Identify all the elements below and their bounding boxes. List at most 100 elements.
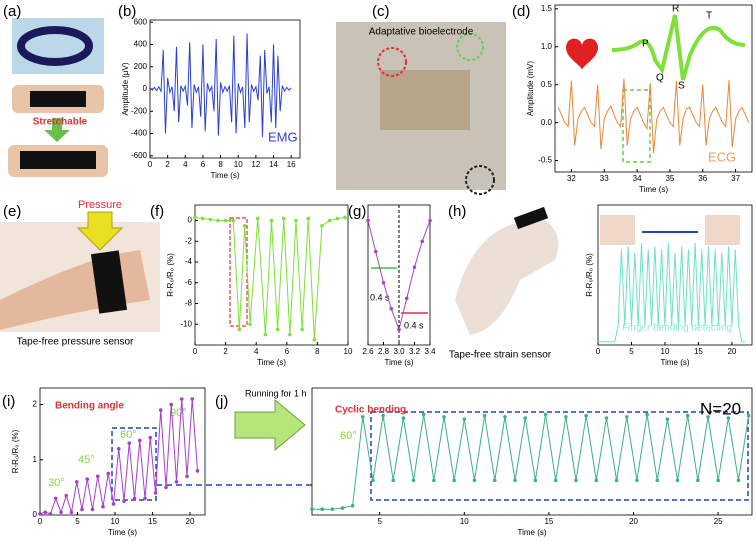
data-point xyxy=(179,397,184,401)
annotation: 60° xyxy=(340,430,357,442)
data-point xyxy=(242,223,247,228)
data-point xyxy=(200,216,205,221)
data-point xyxy=(366,218,370,223)
data-point xyxy=(564,415,568,419)
data-point xyxy=(38,512,42,516)
data-point xyxy=(137,438,142,443)
x-tick-label: 10 xyxy=(344,347,353,356)
x-tick-label: 34 xyxy=(633,174,642,183)
y-tick-label: -600 xyxy=(131,151,148,160)
plot-frame xyxy=(194,204,349,346)
data-point xyxy=(594,478,599,483)
data-point xyxy=(371,478,375,483)
data-point xyxy=(132,496,137,501)
data-point xyxy=(553,478,558,483)
panel-label: (g) xyxy=(348,203,366,220)
data-point xyxy=(327,218,332,223)
x-tick-label: 5 xyxy=(629,347,634,356)
data-point xyxy=(288,332,292,337)
highlight-box xyxy=(229,217,248,327)
x-axis-label: Time (s) xyxy=(639,185,668,194)
data-point xyxy=(645,412,649,417)
highlight-box xyxy=(370,411,749,501)
data-point xyxy=(216,218,220,223)
data-point xyxy=(533,478,538,483)
y-tick-label: 0 xyxy=(188,216,193,225)
data-point xyxy=(736,478,741,483)
electrode-marker xyxy=(456,33,484,61)
data-point xyxy=(237,327,242,332)
x-axis-label: Time (s) xyxy=(660,358,689,367)
x-tick-label: 2.8 xyxy=(378,347,390,356)
panel-label: (j) xyxy=(215,393,228,410)
y-axis-label: R-R₀/R₀ (%) xyxy=(11,429,20,473)
data-point xyxy=(726,416,731,420)
data-point xyxy=(193,215,197,220)
x-axis-label: Time (s) xyxy=(517,528,546,537)
data-line xyxy=(312,414,750,510)
photo-label: Stretchable xyxy=(33,117,88,128)
x-tick-label: 6 xyxy=(285,347,290,356)
data-point xyxy=(158,408,163,412)
data-point xyxy=(281,216,286,221)
electrode-marker xyxy=(377,47,407,77)
big-arrow xyxy=(234,398,306,452)
data-point xyxy=(195,469,200,473)
y-tick-label: 2 xyxy=(33,400,38,409)
x-tick-label: 20 xyxy=(727,347,736,356)
y-tick-label: 0 xyxy=(143,84,148,93)
panel-label: (h) xyxy=(448,203,466,220)
data-point xyxy=(59,510,63,515)
band xyxy=(17,26,93,66)
panel-label: (a) xyxy=(3,3,21,20)
data-line xyxy=(557,78,750,154)
data-point xyxy=(655,478,660,483)
annotation: Tape-free strain sensor xyxy=(449,350,552,361)
sensor xyxy=(513,206,549,230)
data-point xyxy=(360,415,365,419)
x-tick-label: 12 xyxy=(251,160,260,169)
data-point xyxy=(127,441,132,446)
data-point xyxy=(343,215,347,220)
data-point xyxy=(43,510,48,515)
data-point xyxy=(381,280,386,285)
data-point xyxy=(389,306,394,311)
x-tick-label: 2.6 xyxy=(362,347,374,356)
pressure-arrow xyxy=(76,211,124,251)
x-axis-label: Time (s) xyxy=(384,358,413,367)
x-tick-label: 8 xyxy=(315,347,320,356)
x-tick-label: 10 xyxy=(460,517,469,526)
data-point xyxy=(74,480,79,484)
x-tick-label: 5 xyxy=(377,517,382,526)
annotation: S xyxy=(678,81,685,92)
data-point xyxy=(80,507,84,512)
ecg-inset xyxy=(611,14,746,81)
data-point xyxy=(665,417,670,421)
x-axis-label: Time (s) xyxy=(108,528,137,537)
data-point xyxy=(442,415,446,419)
plot-frame xyxy=(311,387,753,516)
panel-label: (i) xyxy=(2,393,15,410)
data-point xyxy=(300,327,304,332)
x-axis-label: Time (s) xyxy=(257,358,286,367)
photo-label: Tape-free pressure sensor xyxy=(17,337,134,348)
data-point xyxy=(335,216,340,221)
data-point xyxy=(85,477,90,481)
data-point xyxy=(685,413,690,418)
data-point xyxy=(462,417,467,421)
data-point xyxy=(185,474,189,479)
data-point xyxy=(373,249,378,254)
annotation: 45° xyxy=(78,454,95,466)
data-point xyxy=(69,510,74,515)
x-tick-label: 3.4 xyxy=(424,347,436,356)
data-point xyxy=(248,322,252,327)
x-tick-label: 32 xyxy=(567,174,576,183)
data-point xyxy=(746,413,751,418)
x-tick-label: 10 xyxy=(234,160,243,169)
x-tick-label: 6 xyxy=(201,160,206,169)
photo-finger xyxy=(705,215,740,245)
data-point xyxy=(503,415,507,419)
data-point xyxy=(231,218,236,223)
x-tick-label: 3.2 xyxy=(409,347,421,356)
data-point xyxy=(432,478,436,483)
